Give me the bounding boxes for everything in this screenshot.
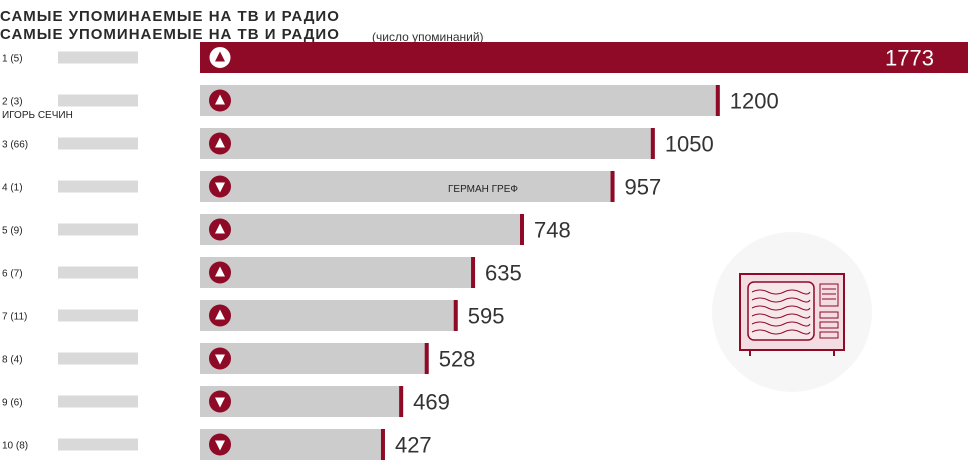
value-label: 635 [485, 261, 522, 286]
value-label: 1773 [885, 46, 934, 71]
trend-up-icon [215, 51, 225, 62]
name-placeholder [58, 137, 138, 150]
name-placeholder [58, 352, 138, 365]
trend-down-icon [215, 397, 225, 408]
trend-down-icon [215, 354, 225, 365]
value-label: 1200 [730, 89, 779, 114]
bar [200, 128, 655, 159]
bar-end-marker [453, 300, 458, 331]
bar-end-marker [380, 429, 385, 460]
tv-icon [712, 232, 872, 392]
trend-up-icon [215, 309, 225, 320]
rank-label: 9 (6) [2, 398, 23, 409]
value-label: 528 [439, 347, 476, 372]
bar-end-marker [399, 386, 404, 417]
value-label: 469 [413, 390, 450, 415]
value-label: 595 [468, 304, 505, 329]
trend-up-icon [215, 137, 225, 148]
name-placeholder [58, 438, 138, 451]
chart-subtitle: (число упоминаний) [372, 30, 484, 44]
name-placeholder [58, 266, 138, 279]
overlay-name-label: ИГОРЬ СЕЧИН [2, 110, 73, 121]
name-placeholder [58, 51, 138, 64]
rank-label: 10 (8) [2, 441, 28, 452]
name-placeholder [58, 94, 138, 107]
trend-up-icon [215, 266, 225, 277]
value-label: 1050 [665, 132, 714, 157]
trend-up-icon [215, 223, 225, 234]
bar [200, 42, 968, 73]
bar-end-marker [520, 214, 525, 245]
overlay-name-label: ГЕРМАН ГРЕФ [448, 184, 518, 195]
trend-down-icon [215, 440, 225, 451]
bar-end-marker [610, 171, 615, 202]
name-placeholder [58, 223, 138, 236]
trend-up-icon [215, 94, 225, 105]
bar [200, 257, 476, 288]
rank-label: 5 (9) [2, 226, 23, 237]
value-label: 748 [534, 218, 571, 243]
bar [200, 171, 615, 202]
rank-label: 3 (66) [2, 140, 28, 151]
rank-label: 2 (3) [2, 97, 23, 108]
value-label: 957 [625, 175, 662, 200]
bar [200, 85, 720, 116]
bar-end-marker [650, 128, 655, 159]
bar-end-marker [471, 257, 476, 288]
trend-down-icon [215, 182, 225, 193]
name-placeholder [58, 180, 138, 193]
rank-label: 8 (4) [2, 355, 23, 366]
bar [200, 343, 429, 374]
name-placeholder [58, 309, 138, 322]
rank-label: 7 (11) [2, 312, 27, 323]
name-placeholder [58, 395, 138, 408]
chart-title-echo: САМЫЕ УПОМИНАЕМЫЕ НА ТВ И РАДИО [0, 8, 340, 25]
bar [200, 300, 458, 331]
bar [200, 214, 525, 245]
rank-label: 1 (5) [2, 54, 23, 65]
value-label: 427 [395, 433, 432, 458]
rank-label: 4 (1) [2, 183, 23, 194]
bar [200, 386, 404, 417]
rank-label: 6 (7) [2, 269, 23, 280]
bar-end-marker [424, 343, 429, 374]
chart-title: САМЫЕ УПОМИНАЕМЫЕ НА ТВ И РАДИО [0, 26, 340, 43]
bar-end-marker [715, 85, 720, 116]
